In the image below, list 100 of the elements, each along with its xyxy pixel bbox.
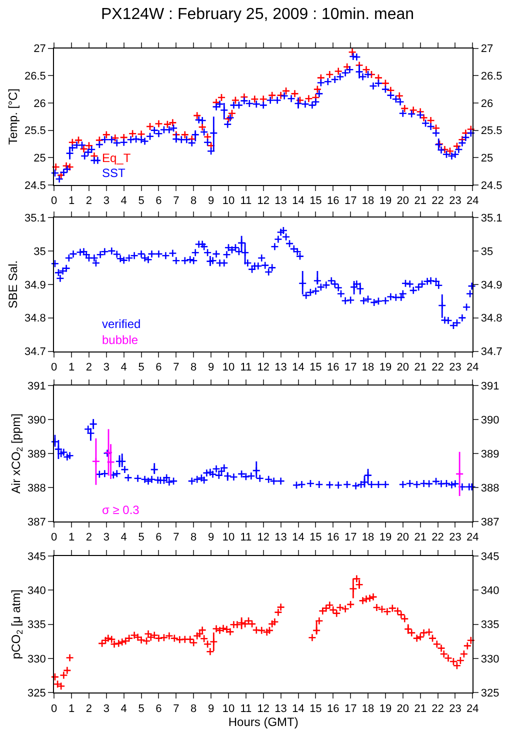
y2-tick-label: 388: [480, 482, 500, 494]
x-tick-label: 7: [173, 195, 180, 208]
y-tick-label: 390: [28, 414, 46, 427]
x-tick-label: 11: [240, 361, 252, 374]
x-tick-label: 22: [432, 361, 444, 374]
x-tick-label: 7: [173, 532, 180, 544]
x-tick-label: 3: [103, 532, 110, 544]
x-tick-label: 15: [310, 361, 322, 374]
y2-tick-label: 387: [480, 516, 500, 528]
x-tick-label: 7: [173, 702, 180, 715]
x-tick-label: 6: [156, 532, 162, 544]
y-tick-label: 35.1: [24, 212, 46, 224]
x-tick-label: 1: [68, 702, 75, 715]
y-tick-label: 330: [28, 653, 46, 666]
y2-tick-label: 24.5: [480, 180, 502, 192]
x-tick-label: 6: [156, 195, 162, 208]
y-tick-label: 24.5: [24, 180, 46, 192]
x-tick-label: 4: [120, 532, 127, 544]
x-tick-label: 17: [344, 702, 357, 715]
x-tick-label: 6: [156, 361, 162, 374]
x-tick-label: 24: [466, 195, 479, 208]
x-axis-title: Hours (GMT): [228, 714, 298, 729]
x-tick-label: 23: [449, 361, 462, 374]
x-tick-label: 4: [120, 361, 127, 374]
y2-tick-label: 335: [480, 619, 500, 632]
x-tick-label: 12: [257, 361, 270, 374]
x-tick-label: 0: [51, 195, 58, 208]
y-tick-label: 335: [28, 619, 46, 632]
text: verified: [102, 317, 141, 331]
y-tick-label: 34.7: [24, 346, 46, 358]
x-tick-label: 3: [103, 702, 110, 715]
x-tick-label: 16: [327, 195, 340, 208]
x-tick-label: 4: [120, 702, 127, 715]
x-tick-label: 2: [86, 532, 92, 544]
x-tick-label: 12: [257, 532, 270, 544]
x-tick-label: 20: [396, 361, 410, 374]
x-tick-label: 14: [292, 532, 304, 544]
x-tick-label: 15: [310, 532, 322, 544]
y2-tick-label: 26.5: [480, 70, 502, 82]
x-tick-label: 17: [344, 361, 357, 374]
x-tick-label: 8: [190, 532, 197, 544]
y-tick-label: 26.5: [24, 70, 46, 82]
y-tick-label: 34.8: [24, 312, 46, 325]
x-tick-label: 0: [51, 361, 58, 374]
x-tick-label: 7: [173, 361, 180, 374]
chart-title: PX124W : February 25, 2009 : 10min. mean: [100, 6, 414, 24]
y2-tick-label: 35.1: [480, 212, 502, 224]
x-tick-label: 23: [449, 532, 462, 544]
x-tick-label: 18: [362, 702, 374, 715]
y2-tick-label: 325: [480, 687, 500, 700]
x-tick-label: 9: [208, 361, 214, 374]
x-tick-label: 16: [327, 532, 340, 544]
series-label: Eq_T: [102, 151, 132, 165]
text: σ ≥ 0.3: [102, 503, 140, 517]
y2-tick-label: 34.9: [480, 279, 502, 292]
x-tick-label: 14: [292, 195, 304, 208]
x-tick-label: 5: [138, 361, 144, 374]
x-tick-label: 23: [449, 702, 462, 715]
legend-label: bubble: [102, 333, 138, 347]
y2-tick-label: 25: [480, 152, 494, 165]
x-tick-label: 22: [432, 195, 444, 208]
x-tick-label: 3: [103, 195, 110, 208]
x-tick-label: 13: [274, 532, 287, 544]
point: [92, 457, 100, 466]
x-tick-label: 20: [396, 532, 410, 544]
y-tick-label: 26: [34, 98, 46, 110]
x-tick-label: 10: [222, 195, 235, 208]
x-tick-label: 0: [51, 702, 58, 715]
x-tick-label: 15: [310, 702, 322, 715]
y-tick-label: 35: [34, 246, 46, 258]
x-tick-label: 9: [208, 195, 214, 208]
x-tick-label: 17: [344, 195, 357, 208]
x-tick-label: 8: [190, 195, 197, 208]
x-tick-label: 24: [466, 532, 479, 544]
x-tick-label: 8: [190, 702, 197, 715]
x-tick-label: 2: [86, 195, 92, 208]
y2-tick-label: 391: [480, 380, 500, 393]
x-tick-label: 24: [466, 361, 479, 374]
point: [455, 470, 464, 478]
x-tick-label: 1: [68, 361, 75, 374]
y-axis-title: Temp. [°C]: [6, 88, 20, 145]
x-tick-label: 11: [240, 702, 252, 715]
x-tick-label: 18: [362, 361, 374, 374]
x-tick-label: 22: [432, 702, 444, 715]
x-tick-label: 19: [379, 532, 392, 544]
y2-tick-label: 25.5: [480, 125, 502, 138]
x-tick-label: 22: [432, 532, 444, 544]
x-tick-label: 15: [310, 195, 322, 208]
x-tick-label: 17: [344, 532, 357, 544]
y-tick-label: 25: [34, 152, 46, 165]
x-tick-label: 10: [222, 532, 235, 544]
x-tick-label: 16: [327, 361, 340, 374]
y2-tick-label: 34.7: [480, 346, 502, 358]
x-tick-label: 24: [466, 702, 479, 715]
x-tick-label: 23: [449, 195, 462, 208]
y-tick-label: 340: [28, 584, 46, 597]
series-label: SST: [102, 166, 126, 180]
x-tick-label: 19: [379, 195, 392, 208]
y2-tick-label: 34.8: [480, 312, 502, 325]
x-tick-label: 19: [379, 361, 392, 374]
